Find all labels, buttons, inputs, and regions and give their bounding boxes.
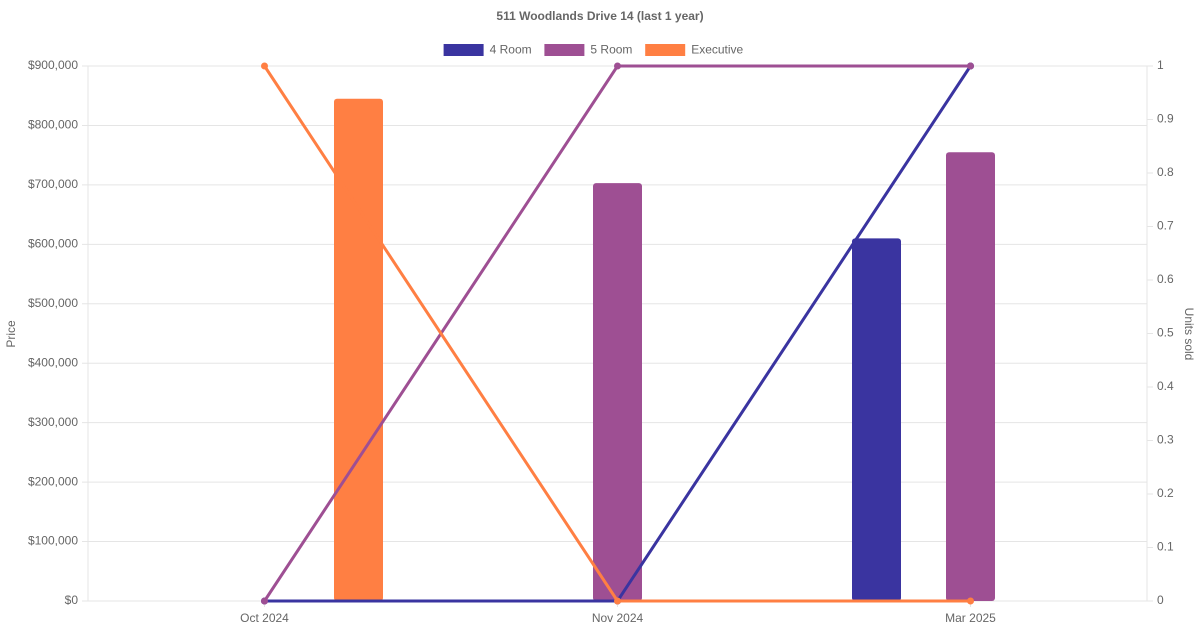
- y-tick-label: $900,000: [28, 58, 78, 72]
- y-tick-label: $100,000: [28, 534, 78, 548]
- legend-swatch: [645, 44, 686, 56]
- units-point: [614, 62, 621, 70]
- y2-tick-label: 0.8: [1157, 165, 1174, 179]
- y2-tick-label: 0: [1157, 593, 1164, 607]
- units-point: [261, 62, 268, 70]
- y2-tick-label: 0.6: [1157, 272, 1174, 286]
- y-tick-label: $500,000: [28, 296, 78, 310]
- x-tick-label: Nov 2024: [592, 611, 644, 625]
- units-point: [261, 597, 268, 605]
- y2-axis-title: Units sold: [1182, 308, 1196, 361]
- legend-label: 4 Room: [490, 43, 532, 57]
- y-tick-label: $800,000: [28, 118, 78, 132]
- bar: [593, 183, 642, 601]
- y-tick-label: $200,000: [28, 474, 78, 488]
- legend-label: Executive: [691, 43, 743, 57]
- y-tick-label: $700,000: [28, 177, 78, 191]
- x-tick-label: Oct 2024: [240, 611, 289, 625]
- bar: [334, 98, 383, 601]
- y2-tick-label: 0.7: [1157, 219, 1174, 233]
- chart-title: 511 Woodlands Drive 14 (last 1 year): [496, 9, 703, 23]
- units-point: [967, 597, 974, 605]
- y2-tick-label: 0.3: [1157, 433, 1174, 447]
- y2-tick-label: 0.1: [1157, 540, 1174, 554]
- legend-swatch: [544, 44, 585, 56]
- bar: [852, 238, 901, 601]
- x-tick-label: Mar 2025: [945, 611, 996, 625]
- y2-tick-label: 0.4: [1157, 379, 1174, 393]
- legend-label: 5 Room: [590, 43, 632, 57]
- y-tick-label: $600,000: [28, 237, 78, 251]
- y2-tick-label: 0.2: [1157, 486, 1174, 500]
- legend-swatch: [443, 44, 484, 56]
- y-tick-label: $300,000: [28, 415, 78, 429]
- y-tick-label: $400,000: [28, 355, 78, 369]
- y-axis-title: Price: [4, 320, 18, 348]
- bar: [946, 152, 995, 601]
- y2-tick-label: 0.9: [1157, 112, 1174, 126]
- units-point: [614, 597, 621, 605]
- y-tick-label: $0: [65, 593, 79, 607]
- units-point: [967, 62, 974, 70]
- y2-tick-label: 0.5: [1157, 326, 1174, 340]
- y2-tick-label: 1: [1157, 58, 1164, 72]
